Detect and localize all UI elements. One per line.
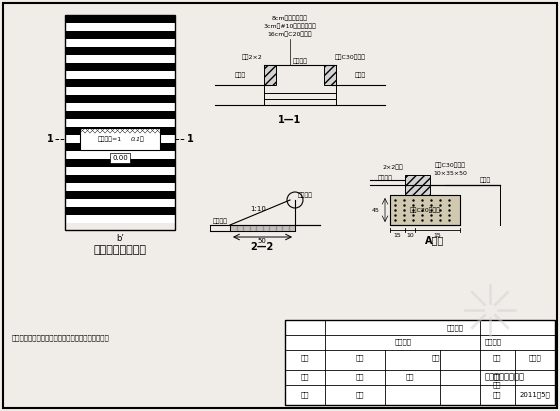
Text: 0.00: 0.00 <box>112 155 128 161</box>
Text: 0.1尺: 0.1尺 <box>131 136 145 142</box>
Text: 车行道: 车行道 <box>354 72 366 78</box>
Bar <box>65 103 175 111</box>
Text: 8cm厚平崎岐步碍: 8cm厚平崎岐步碍 <box>272 15 308 21</box>
Polygon shape <box>288 225 295 231</box>
Text: 车行道: 车行道 <box>479 177 491 183</box>
Polygon shape <box>269 225 276 231</box>
Text: 15: 15 <box>394 233 402 238</box>
Text: 1—1: 1—1 <box>278 115 302 125</box>
Bar <box>65 183 175 191</box>
Bar <box>65 23 175 31</box>
Text: 候车平台: 候车平台 <box>212 218 227 224</box>
Polygon shape <box>230 225 236 231</box>
Bar <box>264 65 276 85</box>
Bar <box>65 15 175 230</box>
Text: 预刼C30慌锐石: 预刼C30慌锐石 <box>435 162 465 168</box>
Text: 候车平台: 候车平台 <box>377 175 393 181</box>
Text: 序号: 序号 <box>493 374 501 380</box>
Text: 16cm厚C20水稳定: 16cm厚C20水稳定 <box>268 31 312 37</box>
Polygon shape <box>243 225 250 231</box>
Text: 1: 1 <box>186 134 193 144</box>
Bar <box>65 79 175 87</box>
Text: 图名: 图名 <box>406 374 414 380</box>
Bar <box>65 39 175 47</box>
Text: 2011年5月: 2011年5月 <box>520 392 550 398</box>
Bar <box>65 143 175 151</box>
Bar <box>65 127 175 135</box>
Bar <box>65 151 175 159</box>
Text: 1: 1 <box>46 134 53 144</box>
Bar <box>65 15 175 23</box>
Text: 拉出C20混凝土: 拉出C20混凝土 <box>409 207 441 213</box>
Bar <box>65 47 175 55</box>
Text: 进入大样: 进入大样 <box>298 192 313 198</box>
Text: 车行道: 车行道 <box>235 72 246 78</box>
Text: 候车平台: 候车平台 <box>292 58 307 64</box>
Text: 45: 45 <box>372 208 380 212</box>
Polygon shape <box>256 225 263 231</box>
Text: 审定: 审定 <box>301 374 309 380</box>
Text: 10×35×50: 10×35×50 <box>433 171 467 175</box>
Bar <box>65 55 175 63</box>
Polygon shape <box>276 225 282 231</box>
Bar <box>324 65 336 85</box>
Bar <box>80 128 160 150</box>
Polygon shape <box>282 225 288 231</box>
Text: 15: 15 <box>433 233 441 238</box>
Text: 3cm厚#10水泥砂浆底层: 3cm厚#10水泥砂浆底层 <box>264 23 316 29</box>
Bar <box>65 87 175 95</box>
Text: A大样: A大样 <box>426 235 445 245</box>
Text: 审核: 审核 <box>301 392 309 398</box>
Bar <box>65 215 175 223</box>
Bar <box>65 159 175 167</box>
Text: 设计: 设计 <box>356 355 364 361</box>
Text: 缓坡平台=1: 缓坡平台=1 <box>98 136 122 142</box>
Text: 预刼C30慌锐石: 预刼C30慌锐石 <box>334 54 366 60</box>
Text: 校对: 校对 <box>356 392 364 398</box>
Bar <box>65 207 175 215</box>
Bar <box>65 63 175 71</box>
Polygon shape <box>263 225 269 231</box>
Text: b’: b’ <box>116 233 124 242</box>
Text: 工程项目: 工程项目 <box>394 339 412 345</box>
Bar <box>405 175 430 195</box>
Text: 施工图: 施工图 <box>529 355 542 361</box>
Text: 50: 50 <box>258 238 267 244</box>
Bar <box>65 119 175 127</box>
Bar <box>65 167 175 175</box>
Text: 图别: 图别 <box>493 355 501 361</box>
Bar <box>65 191 175 199</box>
Text: 倒角2×2: 倒角2×2 <box>241 54 263 60</box>
Text: 安全岛结构设计图: 安全岛结构设计图 <box>485 372 525 381</box>
Text: 说明：本图尺单除标高以米计算，其余均以厘米计。: 说明：本图尺单除标高以米计算，其余均以厘米计。 <box>12 335 110 341</box>
Bar <box>65 135 175 143</box>
Polygon shape <box>236 225 243 231</box>
Text: 工程名称: 工程名称 <box>446 325 464 331</box>
Text: 比例: 比例 <box>493 382 501 388</box>
Text: 安全岛大样示意图: 安全岛大样示意图 <box>94 245 147 255</box>
Bar <box>65 31 175 39</box>
Bar <box>65 199 175 207</box>
Text: 批准: 批准 <box>301 355 309 361</box>
Bar <box>65 71 175 79</box>
Text: 1:10: 1:10 <box>250 206 266 212</box>
Polygon shape <box>250 225 256 231</box>
Bar <box>65 95 175 103</box>
Text: 10: 10 <box>406 233 414 238</box>
Bar <box>390 195 460 225</box>
Text: 2—2: 2—2 <box>250 242 274 252</box>
Text: 2×2倒角: 2×2倒角 <box>382 164 403 170</box>
Text: 制图: 制图 <box>356 374 364 380</box>
Text: 图名: 图名 <box>432 355 440 361</box>
Bar <box>65 175 175 183</box>
Text: 日期: 日期 <box>493 392 501 398</box>
Text: 道路工程: 道路工程 <box>485 339 502 345</box>
Bar <box>65 111 175 119</box>
Bar <box>285 320 555 405</box>
